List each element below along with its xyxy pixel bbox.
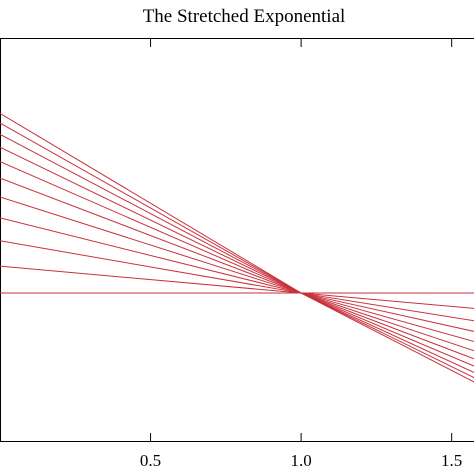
series-line-7 xyxy=(0,146,474,367)
x-tick-label-0: 0.5 xyxy=(140,451,161,470)
series-line-10 xyxy=(0,112,474,383)
chart-title: The Stretched Exponential xyxy=(143,6,346,27)
x-tick-label-2: 1.5 xyxy=(441,451,462,470)
series-line-6 xyxy=(0,161,474,360)
series-line-9 xyxy=(0,122,474,379)
plot-frame xyxy=(0,38,474,442)
x-axis: 0.5 1.0 1.5 xyxy=(140,39,462,470)
series-lines xyxy=(0,112,474,383)
series-line-5 xyxy=(0,177,474,352)
x-tick-label-1: 1.0 xyxy=(290,451,311,470)
series-line-1 xyxy=(0,265,474,309)
